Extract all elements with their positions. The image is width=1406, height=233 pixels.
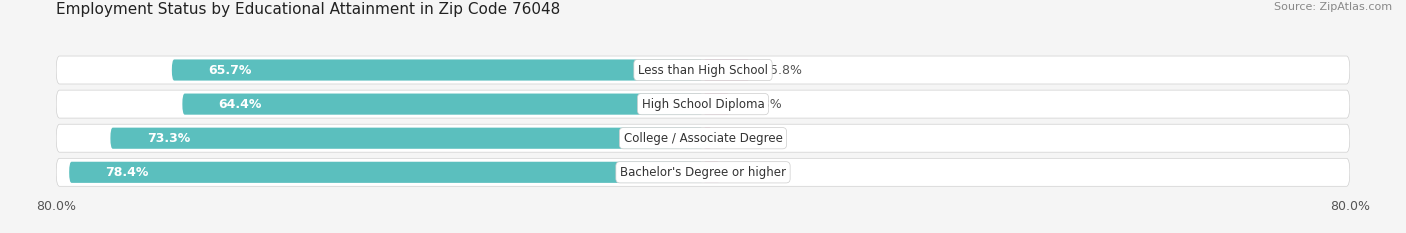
FancyBboxPatch shape bbox=[703, 128, 711, 149]
Text: 73.3%: 73.3% bbox=[146, 132, 190, 145]
Text: College / Associate Degree: College / Associate Degree bbox=[624, 132, 782, 145]
FancyBboxPatch shape bbox=[172, 59, 703, 81]
Text: 1.1%: 1.1% bbox=[733, 132, 763, 145]
FancyBboxPatch shape bbox=[69, 162, 703, 183]
Text: 5.8%: 5.8% bbox=[770, 64, 801, 76]
FancyBboxPatch shape bbox=[703, 162, 720, 183]
FancyBboxPatch shape bbox=[703, 93, 730, 115]
FancyBboxPatch shape bbox=[56, 124, 1350, 152]
Text: 64.4%: 64.4% bbox=[219, 98, 262, 111]
Text: 65.7%: 65.7% bbox=[208, 64, 252, 76]
Text: 2.1%: 2.1% bbox=[740, 166, 772, 179]
FancyBboxPatch shape bbox=[56, 56, 1350, 84]
Text: 78.4%: 78.4% bbox=[105, 166, 149, 179]
FancyBboxPatch shape bbox=[183, 93, 703, 115]
Text: Employment Status by Educational Attainment in Zip Code 76048: Employment Status by Educational Attainm… bbox=[56, 2, 561, 17]
Text: Less than High School: Less than High School bbox=[638, 64, 768, 76]
Text: Source: ZipAtlas.com: Source: ZipAtlas.com bbox=[1274, 2, 1392, 12]
FancyBboxPatch shape bbox=[111, 128, 703, 149]
Text: Bachelor's Degree or higher: Bachelor's Degree or higher bbox=[620, 166, 786, 179]
FancyBboxPatch shape bbox=[703, 59, 749, 81]
Text: High School Diploma: High School Diploma bbox=[641, 98, 765, 111]
FancyBboxPatch shape bbox=[56, 90, 1350, 118]
FancyBboxPatch shape bbox=[56, 158, 1350, 186]
Text: 3.3%: 3.3% bbox=[749, 98, 782, 111]
